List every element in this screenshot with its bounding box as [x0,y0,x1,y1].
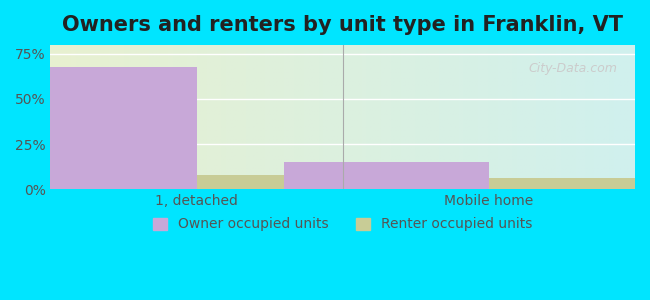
Legend: Owner occupied units, Renter occupied units: Owner occupied units, Renter occupied un… [148,212,538,237]
Text: City-Data.com: City-Data.com [528,62,618,75]
Title: Owners and renters by unit type in Franklin, VT: Owners and renters by unit type in Frank… [62,15,623,35]
Bar [284,162,489,189]
Bar [489,178,650,189]
Bar [196,175,401,189]
Bar [0,67,196,189]
